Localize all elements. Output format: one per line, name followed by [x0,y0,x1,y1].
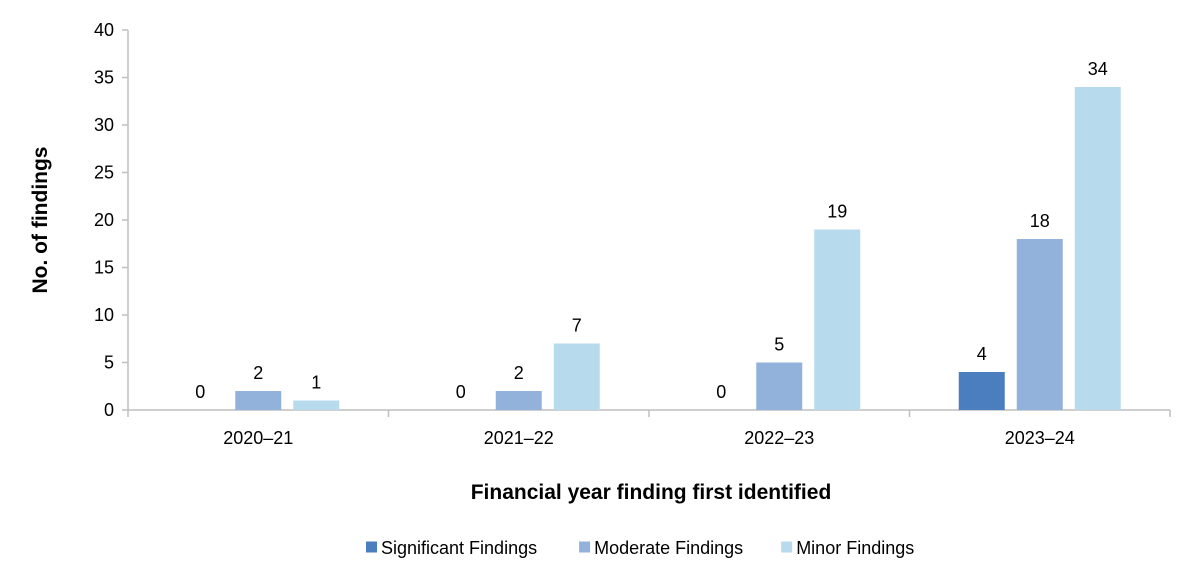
bar [958,372,1005,410]
bar [756,362,803,410]
bar [553,343,600,410]
bar [1016,239,1063,410]
data-label: 18 [1030,211,1050,231]
y-tick-label: 25 [94,163,114,183]
legend: Significant Findings Moderate Findings Min… [366,538,914,558]
data-label: 1 [311,373,321,393]
x-axis: 2020–21 2021–22 2022–23 2023–24 [127,409,1171,448]
legend-label: Significant Findings [381,538,537,558]
bar [293,400,340,410]
bars [235,87,1121,410]
legend-label: Minor Findings [796,538,914,558]
legend-item: Significant Findings [366,538,537,558]
legend-swatch [579,541,591,553]
bar [495,391,542,410]
x-tick-label: 2020–21 [223,428,293,448]
data-label: 4 [977,344,987,364]
legend-swatch [366,541,377,553]
x-tick-label: 2023–24 [1005,428,1075,448]
y-tick-label: 5 [104,353,114,373]
y-tick-label: 35 [94,68,114,88]
y-tick-label: 15 [94,258,114,278]
data-label: 34 [1088,59,1108,79]
data-label: 2 [253,363,263,383]
data-label: 0 [195,382,205,402]
legend-swatch [781,541,793,553]
x-tick-label: 2021–22 [484,428,554,448]
legend-item: Moderate Findings [579,538,743,558]
y-axis: 0 5 10 15 20 25 30 35 40 [94,20,129,420]
data-label: 0 [716,382,726,402]
y-tick-label: 20 [94,210,114,230]
y-axis-title: No. of findings [29,147,52,294]
y-tick-label: 0 [104,400,114,420]
data-label: 2 [514,363,524,383]
y-tick-label: 40 [94,20,114,40]
data-label: 19 [827,202,847,222]
data-label: 7 [572,316,582,336]
data-label: 5 [774,335,784,355]
bar [814,229,861,410]
bar [1074,87,1121,410]
bar [235,391,282,410]
data-label: 0 [456,382,466,402]
legend-label: Moderate Findings [594,538,743,558]
y-tick-label: 30 [94,115,114,135]
y-tick-label: 10 [94,305,114,325]
data-labels: 0 2 1 0 2 7 0 5 19 4 18 34 [195,59,1108,402]
legend-item: Minor Findings [781,538,914,558]
x-tick-label: 2022–23 [744,428,814,448]
x-axis-title: Financial year finding first identified [471,481,832,504]
